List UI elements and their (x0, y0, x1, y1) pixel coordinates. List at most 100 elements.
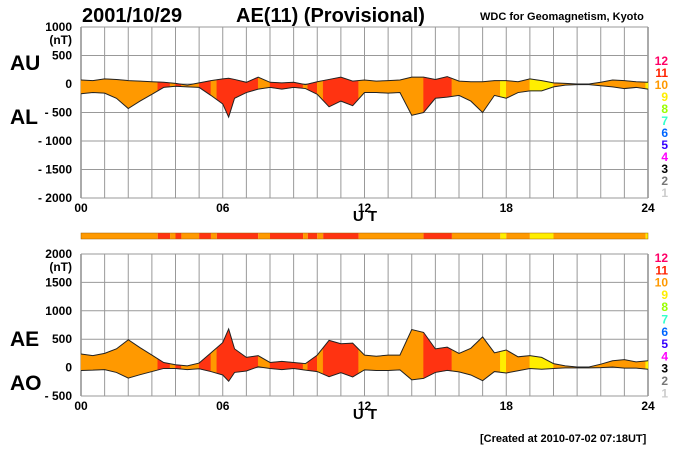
color-bar-segment (506, 233, 530, 239)
index-title: AE(11) (Provisional) (236, 5, 425, 27)
activity-fill-segment (322, 340, 359, 378)
activity-fill-segment (500, 349, 507, 374)
legend-level-5: 5 (661, 337, 668, 351)
lower-series-line (80, 366, 649, 383)
color-bar-segment (451, 233, 501, 239)
x-tick-label: 24 (641, 399, 655, 413)
x-tick-label: 12 (358, 399, 372, 413)
x-tick-label: 06 (216, 201, 230, 215)
legend-level-7: 7 (661, 114, 668, 128)
legend-level-10: 10 (655, 276, 669, 290)
au-label: AU (10, 52, 40, 75)
activity-fill-segment (80, 339, 159, 379)
legend-level-2: 2 (661, 174, 668, 188)
bottom-unit-label: (nT) (49, 260, 72, 274)
x-tick-label: 12 (358, 201, 372, 215)
y-tick-label: 500 (52, 332, 72, 346)
activity-color-bar (80, 232, 649, 240)
color-bar-segment (81, 233, 158, 239)
color-bar-segment (210, 233, 217, 239)
x-tick-label: 00 (74, 201, 88, 215)
y-tick-label: - 1000 (38, 134, 72, 148)
activity-fill-segment (307, 354, 318, 372)
activity-fill-segment (80, 78, 159, 109)
y-tick-label: 0 (65, 361, 72, 375)
legend-level-4: 4 (661, 150, 668, 164)
legend-level-4: 4 (661, 349, 668, 363)
x-tick-label: 18 (500, 399, 514, 413)
legend-level-1: 1 (661, 386, 668, 400)
legend-level-10: 10 (655, 78, 669, 92)
color-bar-segment (181, 233, 200, 239)
x-tick-label: 06 (216, 399, 230, 413)
color-bar-segment (157, 233, 171, 239)
legend-level-8: 8 (661, 300, 668, 314)
legend-level-3: 3 (661, 362, 668, 376)
activity-fill-segment (645, 81, 649, 90)
color-bar-segment (553, 233, 646, 239)
source-label: WDC for Geomagnetism, Kyoto (480, 11, 644, 23)
activity-fill-segment (500, 80, 507, 99)
legend-level-12: 12 (655, 251, 669, 265)
y-tick-label: 1000 (45, 304, 72, 318)
y-tick-label: 1000 (45, 20, 72, 34)
legend-level-12: 12 (655, 54, 669, 68)
color-bar-segment (323, 233, 359, 239)
top-xlabel: U T (353, 208, 377, 225)
created-label: [Created at 2010-07-02 07:18UT] (480, 433, 647, 445)
color-bar-segment (500, 233, 507, 239)
legend-level-7: 7 (661, 313, 668, 327)
upper-series-line (80, 76, 649, 86)
date-title: 2001/10/29 (82, 5, 182, 27)
y-tick-label: 2000 (45, 247, 72, 261)
legend-level-8: 8 (661, 102, 668, 116)
legend-level-3: 3 (661, 162, 668, 176)
color-bar-outline (80, 232, 649, 240)
y-tick-label: 0 (65, 77, 72, 91)
color-bar-segment (307, 233, 318, 239)
bottom-xlabel: U T (353, 406, 377, 423)
x-tick-label: 00 (74, 399, 88, 413)
ao-label: AO (10, 372, 42, 395)
y-tick-label: - 500 (45, 106, 73, 120)
y-tick-label: - 500 (45, 389, 73, 403)
ae-label: AE (10, 328, 39, 351)
activity-fill-segment (210, 79, 218, 101)
y-tick-label: 500 (52, 49, 72, 63)
activity-fill-segment (645, 360, 649, 370)
legend-level-11: 11 (655, 66, 668, 80)
legend-level-9: 9 (661, 90, 668, 104)
color-bar-segment (175, 233, 182, 239)
legend-level-5: 5 (661, 138, 668, 152)
color-bar-segment (270, 233, 304, 239)
legend-level-9: 9 (661, 288, 668, 302)
top-unit-label: (nT) (49, 33, 72, 47)
al-label: AL (10, 106, 38, 129)
color-bar-segment (170, 233, 176, 239)
color-bar-segment (645, 233, 648, 239)
x-tick-label: 18 (500, 201, 514, 215)
color-bar-segment (258, 233, 270, 239)
color-bar-segment (358, 233, 424, 239)
color-bar-segment (317, 233, 324, 239)
y-tick-label: - 2000 (38, 191, 72, 205)
legend-level-6: 6 (661, 325, 668, 339)
color-bar-segment (529, 233, 554, 239)
color-bar-segment (423, 233, 452, 239)
lower-series-line (80, 84, 649, 119)
y-tick-label: - 1500 (38, 163, 72, 177)
y-tick-label: 1500 (45, 275, 72, 289)
legend-level-6: 6 (661, 126, 668, 140)
upper-series-line (80, 327, 649, 368)
color-bar-segment (216, 233, 259, 239)
activity-fill-segment (358, 76, 424, 116)
color-bar-segment (199, 233, 211, 239)
legend-level-2: 2 (661, 374, 668, 388)
x-tick-label: 24 (641, 201, 655, 215)
color-bar-segment (303, 233, 308, 239)
